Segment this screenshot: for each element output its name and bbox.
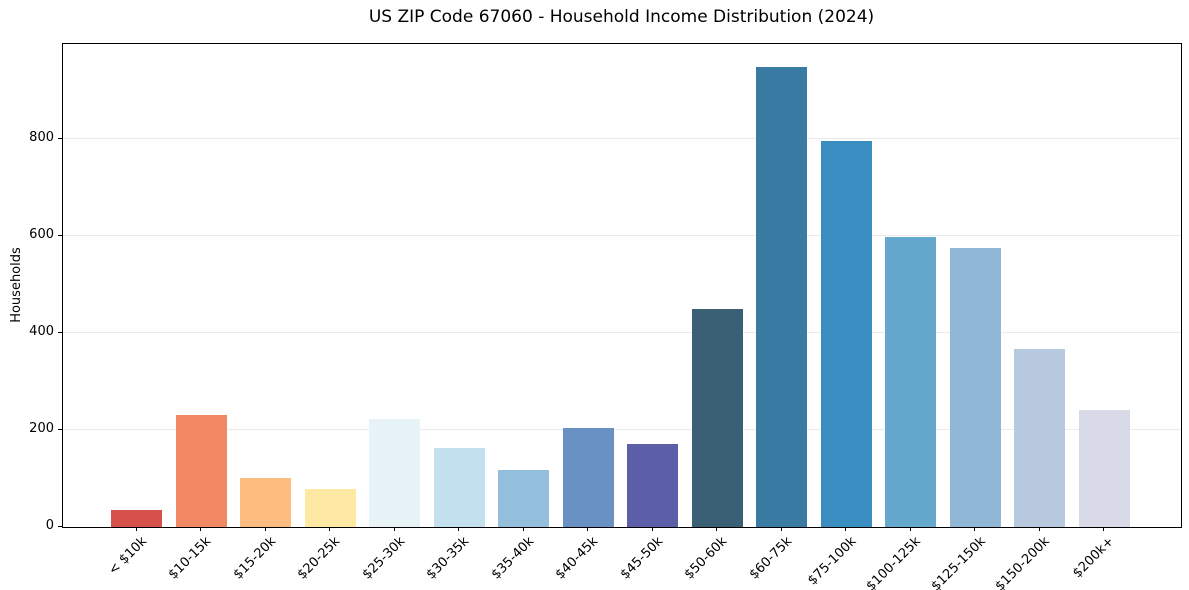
x-tick-label: $75-100k (805, 534, 860, 589)
y-tick-mark (58, 331, 62, 333)
plot-area (62, 43, 1182, 528)
bar-45-50k (627, 444, 678, 527)
chart-title: US ZIP Code 67060 - Household Income Dis… (368, 7, 875, 27)
bar-50-60k (691, 308, 743, 527)
gridline (63, 235, 1181, 237)
bar-40-45k (562, 428, 614, 527)
x-tick-mark (200, 527, 201, 531)
x-tick-mark (1103, 527, 1104, 531)
y-tick-mark (58, 137, 62, 139)
bar-60-75k (756, 67, 807, 527)
bar-20-25k (304, 488, 356, 527)
y-tick-label: 400 (29, 323, 54, 339)
x-tick-mark (716, 527, 717, 531)
y-tick-label: 800 (29, 129, 54, 145)
y-axis-label: Households (9, 247, 24, 323)
x-tick-label: $20-25k (295, 534, 344, 583)
bar-25-30k (369, 419, 420, 527)
x-tick-label: $10-15k (166, 534, 215, 583)
x-tick-mark (651, 527, 653, 531)
gridline (63, 429, 1181, 431)
x-tick-label: $60-75k (746, 534, 796, 583)
y-tick-label: 200 (29, 420, 54, 436)
y-tick-label: 600 (29, 226, 54, 242)
x-tick-mark (1038, 527, 1040, 531)
bar-15-20k (240, 478, 291, 527)
gridline (63, 332, 1181, 334)
x-tick-mark (587, 527, 588, 531)
x-tick-label: $30-35k (424, 534, 473, 583)
bar-10k (111, 509, 162, 527)
bar-10-15k (175, 415, 227, 527)
x-tick-label: $125-150k (928, 534, 989, 590)
x-tick-label: $200k+ (1070, 534, 1118, 582)
x-tick-mark (780, 527, 782, 531)
x-tick-label: $35-40k (488, 534, 538, 583)
x-tick-label: $45-50k (617, 534, 667, 583)
x-tick-label: $150-200k (992, 534, 1054, 590)
x-tick-label: $25-30k (359, 534, 409, 583)
x-tick-label: $15-20k (230, 534, 280, 583)
x-tick-label: $40-45k (553, 534, 602, 583)
y-tick-label: 0 (45, 518, 54, 533)
bar-100-125k (885, 237, 936, 527)
bar-75-100k (820, 140, 872, 527)
bar-30-35k (433, 447, 485, 527)
x-tick-mark (458, 527, 459, 531)
x-tick-mark (522, 527, 524, 531)
x-tick-mark (329, 527, 330, 531)
y-tick-mark (58, 428, 62, 430)
bar-35-40k (498, 469, 549, 527)
x-tick-mark (845, 527, 846, 531)
x-tick-mark (135, 527, 137, 531)
y-tick-mark (58, 234, 62, 236)
bar-200k (1078, 409, 1130, 527)
bar-125-150k (949, 248, 1001, 527)
x-tick-label: $50-60k (682, 534, 731, 583)
bar-150-200k (1014, 348, 1065, 527)
y-tick-mark (58, 526, 62, 527)
x-tick-mark (393, 527, 395, 531)
x-tick-mark (974, 527, 975, 531)
x-tick-label: < $10k (106, 534, 151, 579)
x-tick-label: $100-125k (863, 534, 925, 590)
x-tick-mark (909, 527, 911, 531)
gridline (63, 138, 1181, 140)
x-tick-mark (264, 527, 266, 531)
